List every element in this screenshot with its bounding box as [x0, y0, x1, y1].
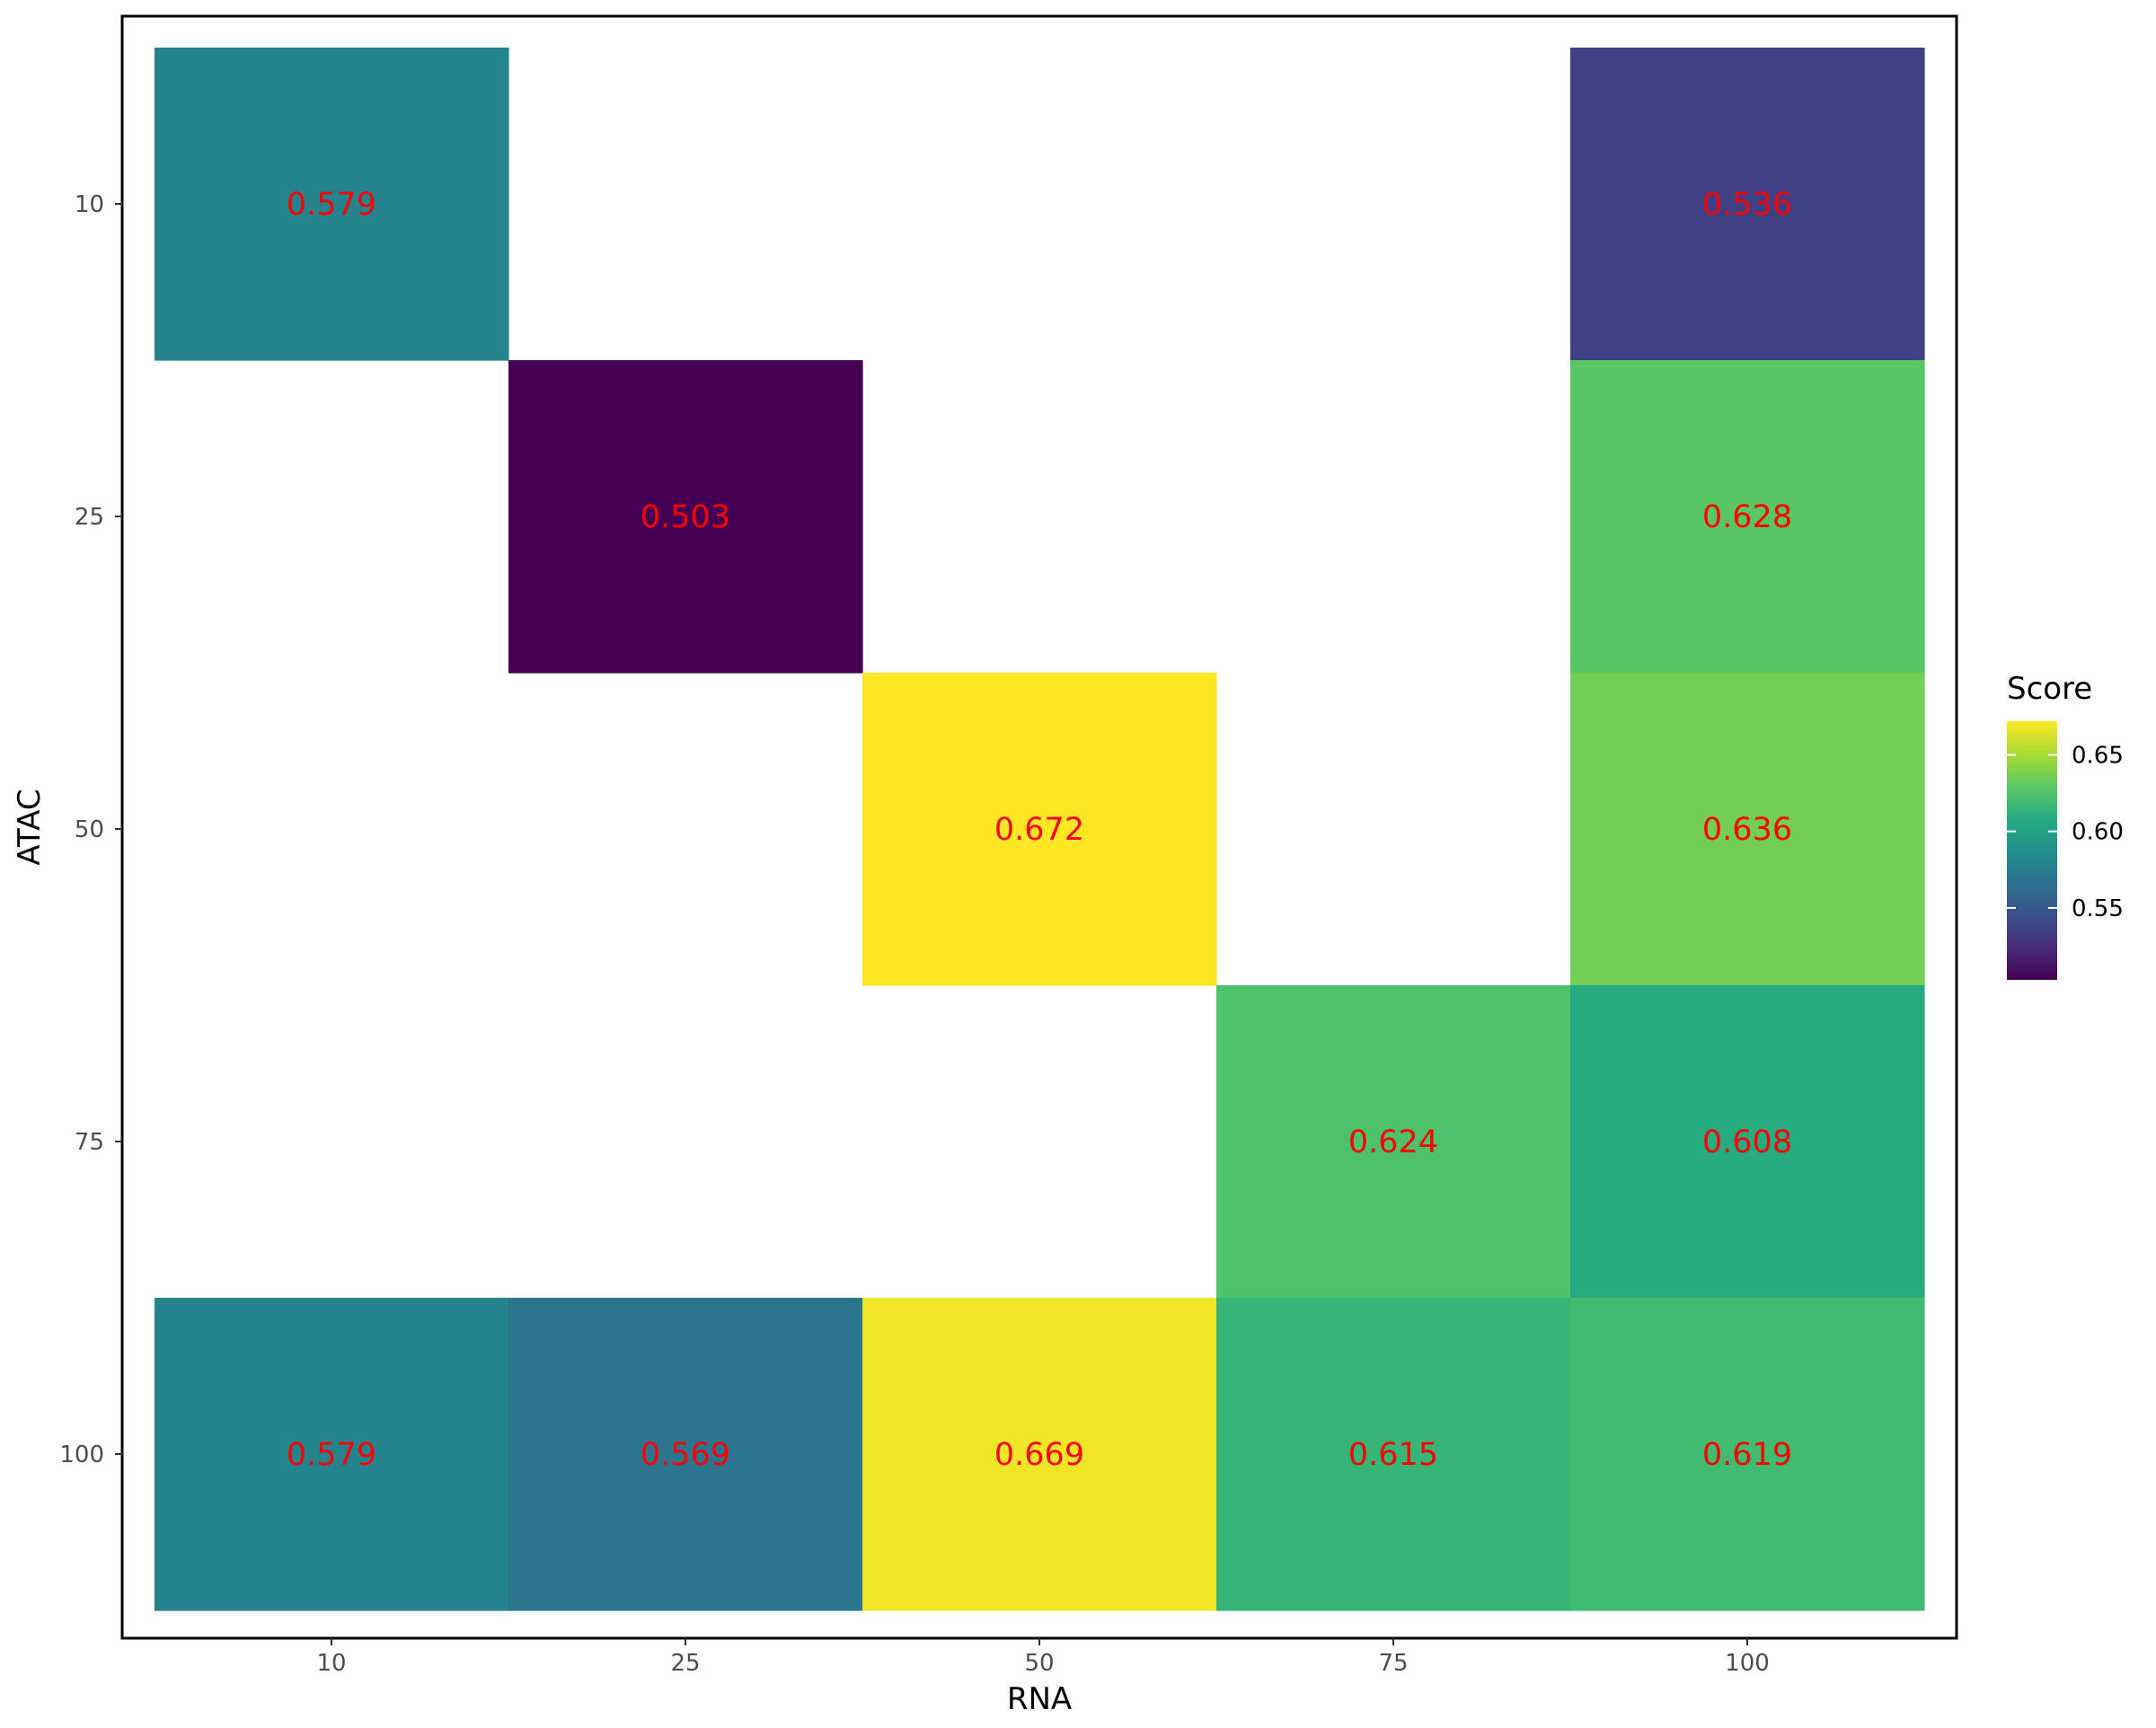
cell-value-label: 0.669 [994, 1437, 1084, 1473]
legend-colorbar [2007, 721, 2057, 980]
cell-value-label: 0.579 [287, 1437, 376, 1473]
cell-value-label: 0.619 [1702, 1437, 1792, 1473]
heatmap-cell [508, 1298, 863, 1611]
y-tick-label: 50 [75, 816, 104, 843]
y-tick-label: 10 [75, 191, 104, 218]
cell-value-label: 0.569 [641, 1437, 730, 1473]
cell-value-label: 0.628 [1702, 499, 1792, 535]
x-axis-ticks: 10 25 50 75 100 [316, 1638, 1770, 1677]
y-axis-title: ATAC [12, 789, 48, 865]
legend-title: Score [2007, 671, 2092, 707]
cell-value-labels: 0.579 0.536 0.503 0.628 0.672 0.636 0.624 0.608… [287, 187, 1792, 1473]
y-tick-label: 25 [75, 504, 104, 531]
x-tick-label: 10 [316, 1650, 346, 1677]
y-tick-label: 100 [59, 1441, 104, 1468]
cell-value-label: 0.503 [641, 499, 730, 535]
legend-tick-label: 0.55 [2072, 895, 2124, 922]
x-tick-label: 100 [1725, 1650, 1770, 1677]
x-axis-title: RNA [1007, 1681, 1072, 1717]
x-tick-label: 25 [670, 1650, 700, 1677]
heatmap-cell [155, 48, 509, 361]
color-legend: Score 0.55 0.60 0.65 [2007, 671, 2124, 980]
heatmap-cell [862, 673, 1217, 986]
heatmap-cell [1570, 673, 1925, 986]
heatmap-cell [1570, 1298, 1925, 1611]
heatmap-cell [1570, 360, 1925, 674]
heatmap-cell [508, 360, 863, 674]
heatmap-cell [1216, 1298, 1571, 1611]
heatmap-cell [1570, 985, 1925, 1299]
legend-tick-label: 0.65 [2072, 742, 2124, 769]
heatmap-cell [1216, 985, 1571, 1299]
legend-ticks: 0.55 0.60 0.65 [2007, 742, 2124, 922]
cell-value-label: 0.536 [1702, 187, 1792, 223]
cell-value-label: 0.624 [1348, 1124, 1438, 1160]
cell-value-label: 0.615 [1348, 1437, 1438, 1473]
y-axis-ticks: 10 25 50 75 100 [59, 191, 122, 1468]
heatmap-cell [1570, 48, 1925, 361]
cell-value-label: 0.636 [1702, 812, 1792, 848]
x-tick-label: 50 [1024, 1650, 1054, 1677]
cell-value-label: 0.579 [287, 187, 376, 223]
x-tick-label: 75 [1378, 1650, 1408, 1677]
heatmap-cells [155, 48, 1925, 1611]
heatmap-cell [155, 1298, 509, 1611]
cell-value-label: 0.608 [1702, 1124, 1792, 1160]
legend-tick-label: 0.60 [2072, 819, 2124, 846]
y-tick-label: 75 [75, 1129, 104, 1156]
heatmap-cell [862, 1298, 1217, 1611]
cell-value-label: 0.672 [994, 812, 1084, 848]
